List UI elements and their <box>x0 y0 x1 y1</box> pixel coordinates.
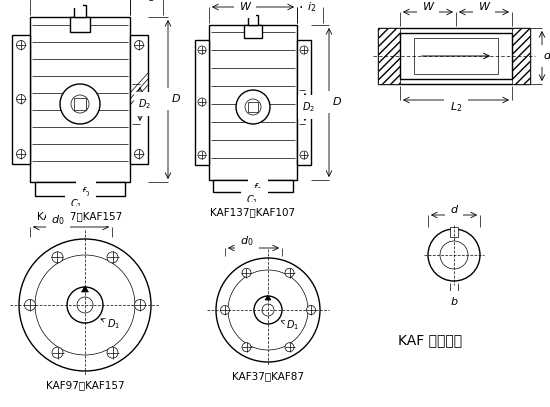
Circle shape <box>254 296 282 324</box>
Circle shape <box>135 94 144 103</box>
Bar <box>400 33 512 79</box>
Circle shape <box>262 304 274 316</box>
Text: $C_1$: $C_1$ <box>246 193 258 207</box>
Circle shape <box>35 255 135 355</box>
Circle shape <box>242 268 251 277</box>
Bar <box>378 28 400 84</box>
Circle shape <box>285 268 294 277</box>
Circle shape <box>135 149 144 158</box>
Circle shape <box>52 347 63 358</box>
Text: W: W <box>239 2 250 12</box>
Text: $f_0$: $f_0$ <box>254 181 263 195</box>
Circle shape <box>25 300 36 311</box>
Bar <box>213 180 293 192</box>
Circle shape <box>245 99 261 115</box>
Text: $L_2$: $L_2$ <box>450 100 462 114</box>
Circle shape <box>77 297 93 313</box>
Bar <box>70 17 90 32</box>
Circle shape <box>198 98 206 106</box>
Circle shape <box>440 241 468 269</box>
Circle shape <box>300 151 308 159</box>
Text: $d_0$: $d_0$ <box>51 213 65 227</box>
Circle shape <box>16 94 25 103</box>
Circle shape <box>228 270 308 350</box>
Bar <box>512 28 530 84</box>
Bar <box>297 40 311 165</box>
Circle shape <box>19 239 151 371</box>
Circle shape <box>135 300 146 311</box>
Bar <box>248 102 258 112</box>
Bar <box>209 25 297 180</box>
Bar <box>74 98 86 110</box>
Circle shape <box>300 98 308 106</box>
Bar <box>450 227 458 237</box>
Text: KAF137～KAF107: KAF137～KAF107 <box>211 207 295 217</box>
Text: $D_1$: $D_1$ <box>101 317 120 331</box>
Text: KAF127～KAF157: KAF127～KAF157 <box>37 211 123 221</box>
Polygon shape <box>265 295 271 300</box>
Circle shape <box>107 347 118 358</box>
Circle shape <box>306 306 316 315</box>
Bar <box>414 38 498 74</box>
Text: W: W <box>67 0 78 2</box>
Circle shape <box>60 84 100 124</box>
Text: KAF97～KAF157: KAF97～KAF157 <box>46 380 124 390</box>
Circle shape <box>52 252 63 263</box>
Text: D: D <box>333 97 342 107</box>
Bar <box>12 35 30 164</box>
Bar <box>378 28 530 84</box>
Text: d: d <box>543 51 550 61</box>
Text: $D_1$: $D_1$ <box>281 318 299 332</box>
Circle shape <box>71 95 89 113</box>
Circle shape <box>16 41 25 50</box>
Circle shape <box>198 151 206 159</box>
Circle shape <box>428 229 480 281</box>
Polygon shape <box>81 286 89 292</box>
Bar <box>30 17 130 182</box>
Text: KAF 型减速器: KAF 型减速器 <box>398 333 462 347</box>
Text: $D_2$: $D_2$ <box>139 97 152 111</box>
Text: $D_2$: $D_2$ <box>302 100 316 114</box>
Circle shape <box>221 306 229 315</box>
Circle shape <box>135 41 144 50</box>
Text: $f_0$: $f_0$ <box>81 185 91 199</box>
Circle shape <box>300 46 308 54</box>
Bar <box>244 25 262 38</box>
Text: W: W <box>422 2 433 12</box>
Bar <box>195 40 209 165</box>
Bar <box>248 15 258 25</box>
Circle shape <box>107 252 118 263</box>
Text: $i_2$: $i_2$ <box>145 0 155 4</box>
Circle shape <box>16 149 25 158</box>
Text: $C_1$: $C_1$ <box>70 197 82 211</box>
Text: W: W <box>478 2 490 12</box>
Bar <box>35 182 125 196</box>
Circle shape <box>285 343 294 352</box>
Bar <box>74 5 86 17</box>
Bar <box>130 35 148 164</box>
Text: $i_2$: $i_2$ <box>307 0 317 14</box>
Circle shape <box>216 258 320 362</box>
Circle shape <box>198 46 206 54</box>
Circle shape <box>242 343 251 352</box>
Text: d: d <box>450 205 458 215</box>
Text: $d_0$: $d_0$ <box>240 234 254 248</box>
Text: b: b <box>450 297 458 307</box>
Text: KAF37～KAF87: KAF37～KAF87 <box>232 371 304 381</box>
Circle shape <box>236 90 270 124</box>
Circle shape <box>67 287 103 323</box>
Text: D: D <box>172 94 180 104</box>
